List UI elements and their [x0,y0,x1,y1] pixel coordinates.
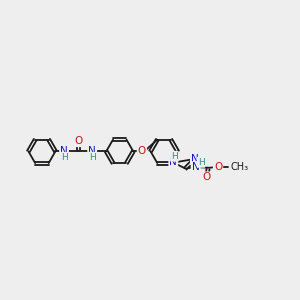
Text: H: H [198,158,204,167]
Text: N: N [192,162,200,172]
Text: CH₃: CH₃ [231,162,249,172]
Text: H: H [171,152,178,161]
Text: O: O [214,162,222,172]
Text: N: N [169,158,177,167]
Text: H: H [89,153,96,162]
Text: N: N [191,154,199,164]
Text: N: N [88,146,96,156]
Text: O: O [202,172,211,182]
Text: O: O [74,136,82,146]
Text: H: H [61,153,68,162]
Text: N: N [60,146,68,156]
Text: O: O [138,146,146,156]
